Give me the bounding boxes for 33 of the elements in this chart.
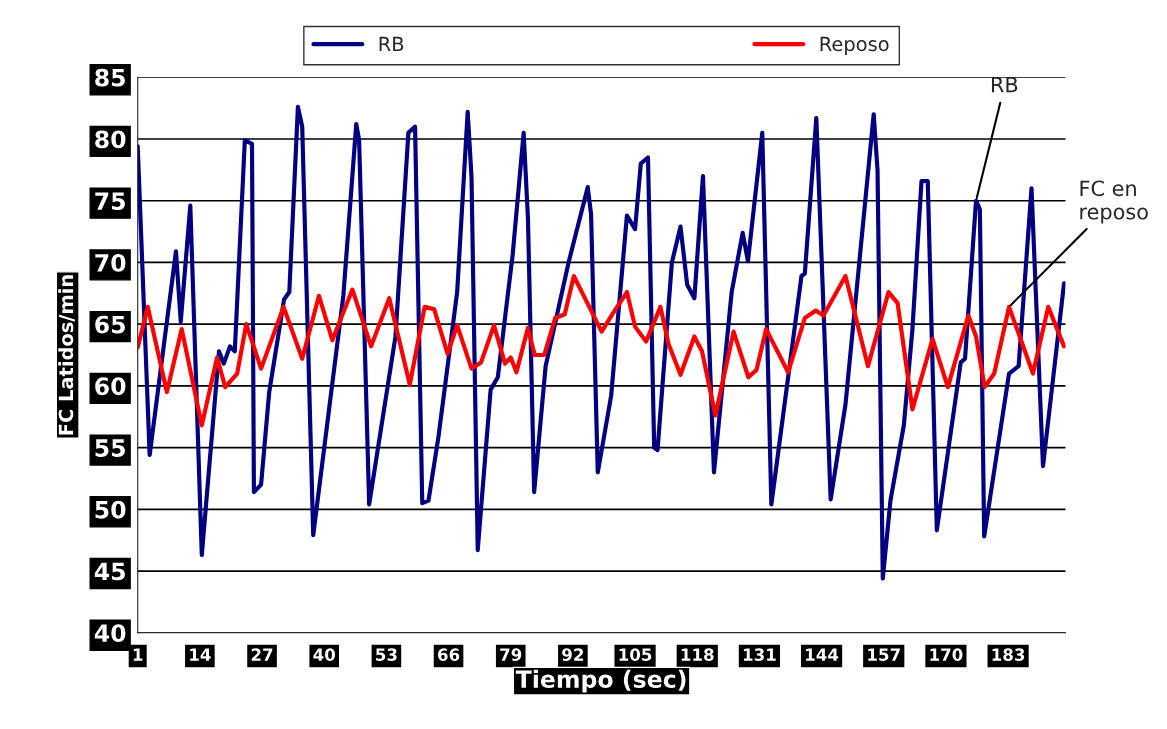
x-tick-label: 1 bbox=[133, 648, 143, 661]
y-tick-label: 40 bbox=[94, 624, 126, 643]
line-series bbox=[137, 104, 1066, 581]
line-series bbox=[137, 273, 1066, 428]
y-tick-label: 55 bbox=[95, 439, 125, 457]
x-tick-label: 118 bbox=[681, 648, 714, 661]
x-tick-label: 144 bbox=[806, 648, 839, 661]
x-tick-label: 79 bbox=[500, 648, 522, 661]
x-tick-label: 14 bbox=[190, 648, 211, 661]
y-tick-label: 65 bbox=[95, 315, 125, 334]
x-tick-label: 66 bbox=[437, 648, 460, 661]
y-tick-label: 60 bbox=[95, 377, 126, 396]
annotation: FC en reposo bbox=[1080, 180, 1148, 224]
x-tick-label: 170 bbox=[930, 648, 963, 661]
x-tick-label: 183 bbox=[992, 648, 1025, 661]
x-tick-label: 92 bbox=[562, 648, 584, 661]
x-tick-label: 157 bbox=[868, 648, 900, 661]
y-tick-label: 45 bbox=[94, 562, 125, 581]
y-tick-label: 70 bbox=[95, 253, 126, 272]
x-tick-label: 53 bbox=[376, 648, 397, 661]
y-tick-label: 85 bbox=[95, 68, 125, 87]
x-tick-label: 131 bbox=[743, 648, 776, 661]
y-axis-title: FC Latidos/min bbox=[58, 275, 75, 435]
x-tick-label: 27 bbox=[251, 648, 273, 661]
y-tick-label: 50 bbox=[95, 500, 126, 519]
legend-label: RB bbox=[379, 36, 404, 52]
y-tick-label: 75 bbox=[95, 192, 125, 211]
legend-label: Reposo bbox=[820, 36, 889, 56]
x-tick-label: 105 bbox=[619, 648, 652, 661]
x-tick-label: 40 bbox=[313, 648, 336, 661]
y-tick-label: 80 bbox=[95, 130, 126, 149]
x-axis-title: Tiempo (sec) bbox=[515, 669, 686, 693]
annotation: RB bbox=[991, 77, 1018, 93]
